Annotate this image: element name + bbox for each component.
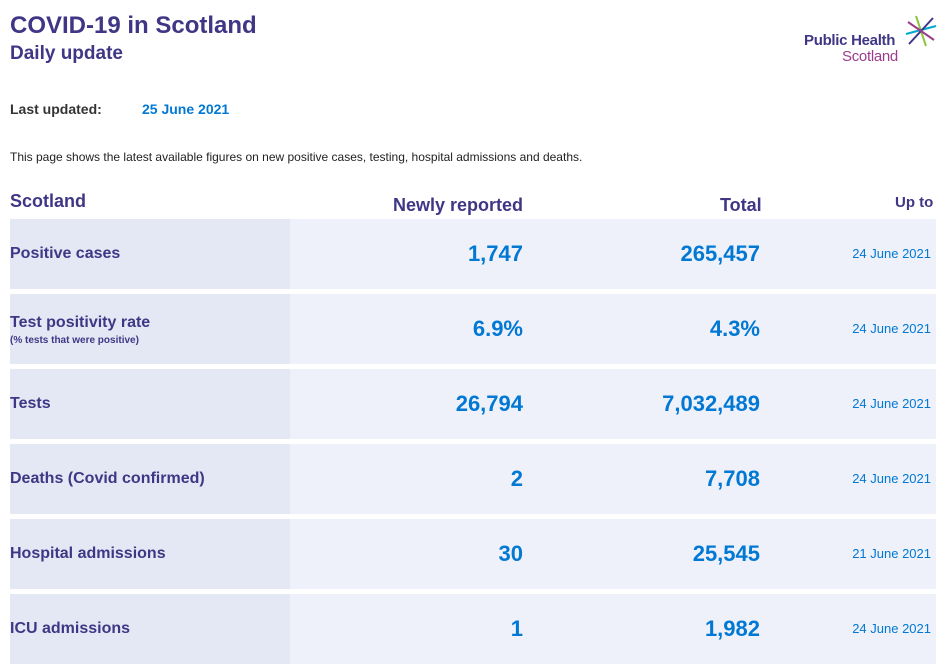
up-to-date: 24 June 2021 bbox=[852, 396, 931, 411]
up-to-date: 24 June 2021 bbox=[852, 621, 931, 636]
row-label: ICU admissions bbox=[10, 620, 131, 637]
row-test-positivity-rate: Test positivity rate (% tests that were … bbox=[10, 294, 936, 364]
row-icu-admissions: ICU admissions 1 1,982 24 June 2021 bbox=[10, 594, 936, 664]
public-health-scotland-logo[interactable]: Public Health Scotland bbox=[800, 14, 940, 70]
column-header-total: Total bbox=[720, 195, 762, 215]
row-label-note: (% tests that were positive) bbox=[10, 335, 139, 346]
total-value: 7,708 bbox=[704, 466, 760, 491]
row-label: Tests bbox=[10, 395, 51, 412]
page-title: COVID-19 in Scotland bbox=[10, 12, 257, 39]
row-label: Test positivity rate bbox=[10, 314, 151, 331]
row-label-cell: Deaths (Covid confirmed) bbox=[10, 444, 290, 514]
newly-reported-value: 2 bbox=[510, 466, 523, 491]
row-label: Positive cases bbox=[10, 245, 121, 262]
row-label: Hospital admissions bbox=[10, 545, 166, 562]
newly-reported-value: 26,794 bbox=[455, 391, 523, 416]
row-hospital-admissions: Hospital admissions 30 25,545 21 June 20… bbox=[10, 519, 936, 589]
page-subtitle: Daily update bbox=[10, 43, 123, 64]
row-label-cell: Hospital admissions bbox=[10, 519, 290, 589]
total-value: 7,032,489 bbox=[662, 391, 760, 416]
column-header-up-to: Up to bbox=[895, 194, 934, 211]
last-updated-date: 25 June 2021 bbox=[142, 101, 230, 117]
newly-reported-value: 30 bbox=[498, 541, 523, 566]
up-to-date: 24 June 2021 bbox=[852, 321, 931, 336]
total-value: 265,457 bbox=[680, 241, 760, 266]
newly-reported-value: 1 bbox=[510, 616, 523, 641]
total-value: 1,982 bbox=[704, 616, 760, 641]
row-positive-cases: Positive cases 1,747 265,457 24 June 202… bbox=[10, 219, 936, 289]
column-header-newly-reported: Newly reported bbox=[393, 195, 524, 215]
row-label-cell: Positive cases bbox=[10, 219, 290, 289]
phs-star-icon bbox=[905, 15, 937, 47]
logo-text-public-health: Public Health bbox=[804, 32, 896, 49]
up-to-date: 24 June 2021 bbox=[852, 246, 931, 261]
row-label-cell: Tests bbox=[10, 369, 290, 439]
total-value: 25,545 bbox=[692, 541, 760, 566]
row-deaths: Deaths (Covid confirmed) 2 7,708 24 June… bbox=[10, 444, 936, 514]
newly-reported-value: 6.9% bbox=[472, 316, 523, 341]
newly-reported-value: 1,747 bbox=[467, 241, 523, 266]
up-to-date: 24 June 2021 bbox=[852, 471, 931, 486]
logo-text-scotland: Scotland bbox=[842, 48, 898, 65]
row-label: Deaths (Covid confirmed) bbox=[10, 470, 205, 487]
row-label-cell: ICU admissions bbox=[10, 594, 290, 664]
intro-text: This page shows the latest available fig… bbox=[10, 150, 583, 164]
column-header-region: Scotland bbox=[10, 191, 87, 211]
last-updated-label: Last updated: bbox=[10, 101, 102, 117]
up-to-date: 21 June 2021 bbox=[852, 546, 931, 561]
total-value: 4.3% bbox=[709, 316, 760, 341]
row-tests: Tests 26,794 7,032,489 24 June 2021 bbox=[10, 369, 936, 439]
row-label-cell: Test positivity rate (% tests that were … bbox=[10, 294, 290, 364]
